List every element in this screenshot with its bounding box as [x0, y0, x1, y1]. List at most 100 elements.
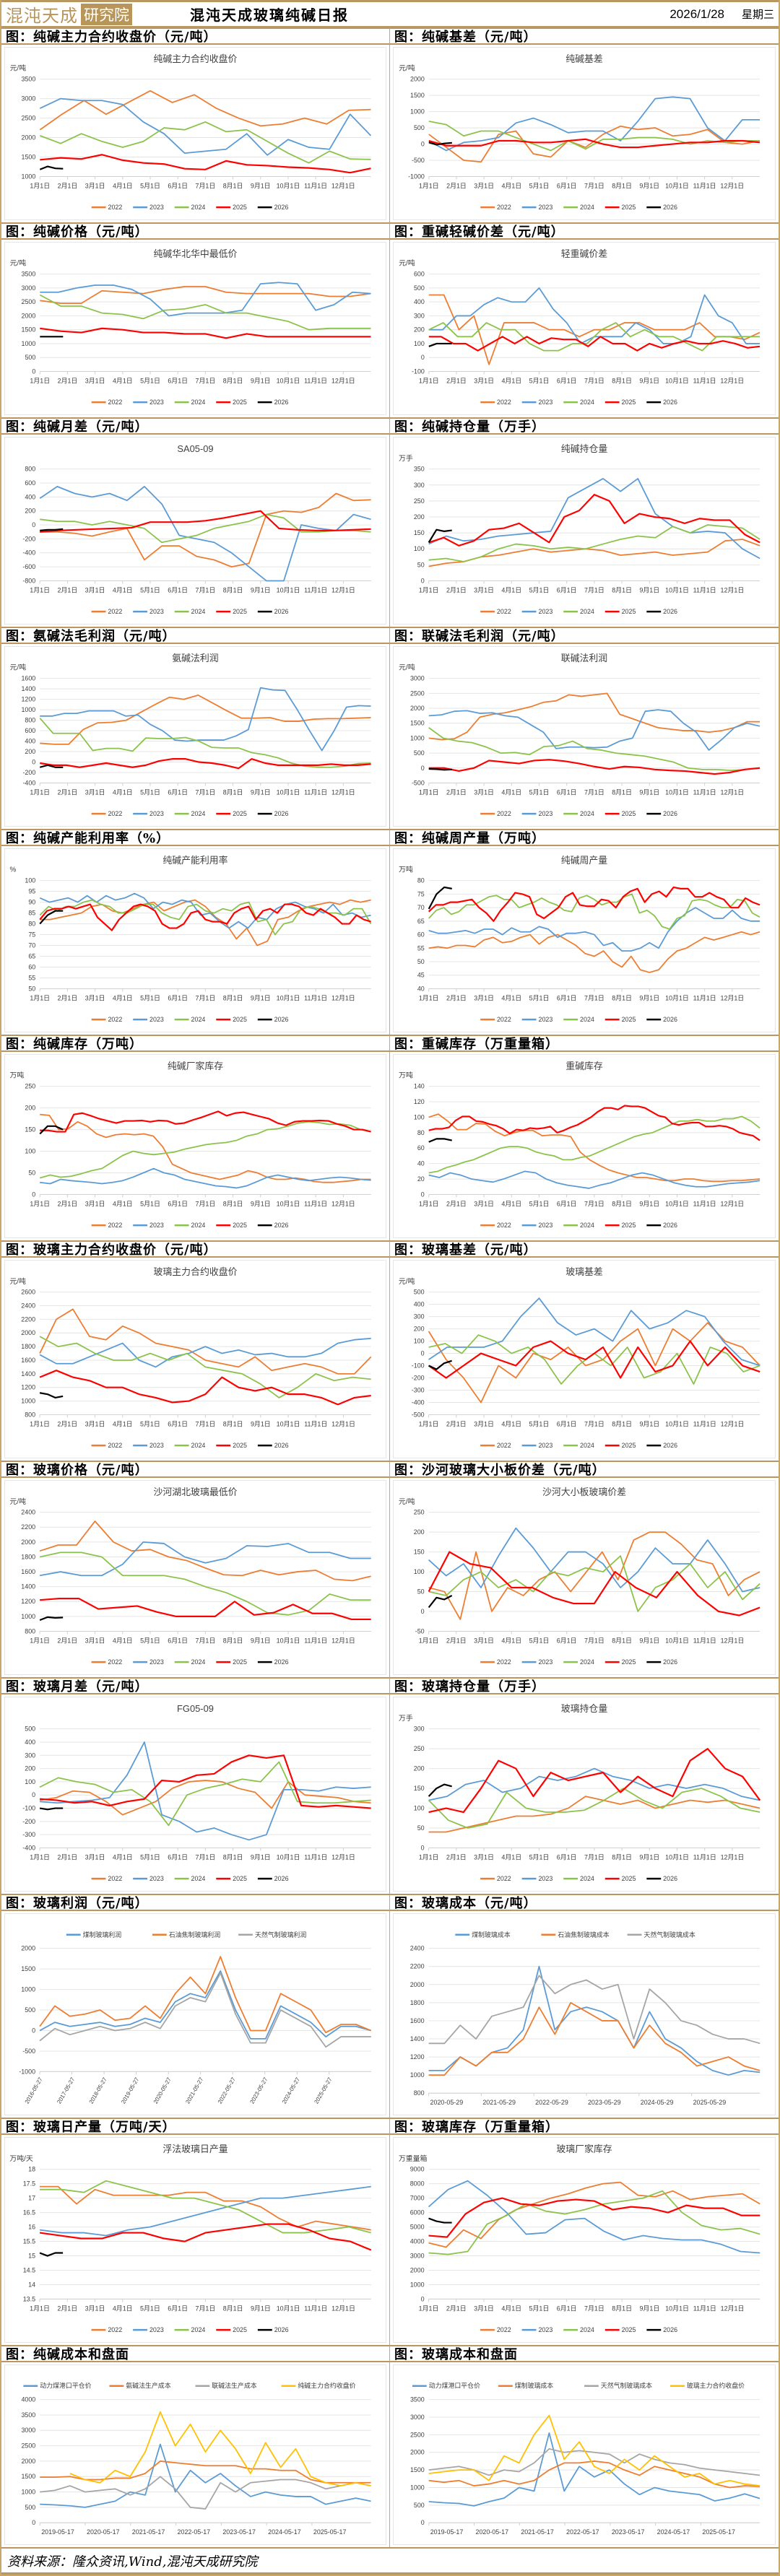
y-axis-unit: 元/吨: [9, 1276, 26, 1286]
legend-label: 2022: [108, 1875, 122, 1882]
chart-panel: 0 500 1000 1500 2000 2500 3000 3500 2019-05-17 20…: [390, 2362, 779, 2547]
y-tick-label: 1000: [410, 2071, 425, 2079]
x-tick-label: 3月1日: [474, 377, 494, 384]
y-tick-label: 80: [417, 877, 425, 884]
x-tick-label: 8月1日: [612, 1200, 632, 1207]
y-tick-label: 200: [25, 1765, 35, 1772]
x-tick-label: 5月1日: [529, 2305, 550, 2312]
x-tick-label: 7月1日: [584, 377, 604, 384]
x-tick-label: 7月1日: [196, 1637, 216, 1644]
legend-label: 2022: [108, 1442, 122, 1449]
x-tick-label: 2023-05-17: [612, 2528, 645, 2536]
x-tick-label: 2022-05-27: [217, 2076, 237, 2105]
x-tick-label: 10月1日: [665, 788, 689, 796]
y-tick-label: 120: [414, 1098, 425, 1105]
chart-panel: 玻璃主力合约收盘价 元/吨 800 1000 1200 1400 1600 1800 2000 2…: [1, 1258, 390, 1461]
legend-item: 天然气制玻璃成本: [627, 1931, 696, 1938]
y-tick-label: 400: [414, 1301, 425, 1308]
series-line-2026: [39, 1616, 64, 1621]
x-tick-label: 6月1日: [168, 182, 188, 189]
legend-item: 2026: [257, 810, 288, 817]
x-tick-label: 9月1日: [639, 377, 659, 384]
x-tick-label: 7月1日: [584, 1200, 604, 1207]
x-tick-label: 1月1日: [30, 788, 50, 796]
y-tick-label: 2500: [22, 115, 36, 122]
y-tick-label: 0: [421, 1844, 425, 1851]
x-tick-label: 1月1日: [30, 1853, 50, 1861]
legend-item: 2024: [563, 1016, 594, 1023]
y-tick-label: 75: [417, 890, 425, 897]
legend-label: 天然气制玻璃成本: [601, 2382, 652, 2390]
y-axis-unit: %: [10, 866, 17, 874]
x-tick-label: 9月1日: [639, 994, 659, 1001]
series-line-2025: [428, 1105, 760, 1141]
x-tick-label: 12月1日: [332, 1420, 355, 1427]
y-tick-label: 0: [421, 354, 425, 361]
legend-label: 2023: [539, 810, 553, 817]
legend-item: 2026: [646, 1222, 677, 1229]
legend-item: 天然气制玻璃利润: [238, 1931, 306, 1938]
legend-label: 2025: [622, 1016, 636, 1023]
y-tick-label: -200: [22, 535, 35, 542]
series-line-2024: [39, 899, 372, 936]
x-tick-label: 2022-05-17: [178, 2528, 211, 2536]
legend-item: 2023: [133, 2326, 164, 2333]
x-tick-label: 2月1日: [58, 1200, 78, 1207]
y-tick-label: -500: [22, 2048, 35, 2055]
legend-label: 2026: [274, 204, 289, 211]
x-tick-label: 6月1日: [557, 1200, 577, 1207]
x-tick-label: 10月1日: [665, 1420, 689, 1427]
section-title-row: 图：纯碱成本和盘面 图：玻璃成本和盘面: [1, 2345, 779, 2362]
x-tick-label: 10月1日: [665, 377, 689, 384]
chart-row: 纯碱厂家库存 万吨 0 50 100 150 200 250 1月1日 2月1日 3月1日 4月1日 5…: [1, 1052, 779, 1240]
x-tick-label: 4月1日: [501, 788, 521, 796]
series-line-2024: [40, 513, 371, 544]
x-tick-label: 4月1日: [113, 377, 133, 384]
y-tick-label: 600: [25, 727, 35, 734]
legend-item: 2022: [480, 1442, 511, 1449]
legend-label: 2024: [191, 1442, 206, 1449]
legend-label: 2023: [539, 1222, 553, 1229]
legend-item: 煤制玻璃成本: [498, 2382, 553, 2390]
legend-item: 2025: [216, 810, 247, 817]
y-tick-label: 2000: [22, 134, 36, 142]
logo: 混沌天成 研究院: [6, 3, 132, 26]
x-tick-label: 11月1日: [304, 2305, 327, 2312]
y-tick-label: 18: [28, 2166, 35, 2173]
series-line-2022: [40, 286, 371, 304]
section-title: 图：玻璃成本和盘面: [390, 2345, 779, 2362]
y-tick-label: 1500: [22, 326, 36, 334]
y-tick-label: 3000: [410, 2414, 425, 2421]
legend-item: 2025: [604, 810, 636, 817]
y-tick-label: 1600: [21, 1357, 35, 1364]
series-line-2025: [40, 758, 371, 770]
series-line-2023: [428, 1767, 760, 1801]
y-tick-label: 2000: [21, 1329, 35, 1336]
series-line-玻璃主力合约收盘价: [428, 2414, 760, 2486]
series-line-2025: [428, 886, 760, 922]
legend-label: 2026: [663, 608, 677, 615]
legend-label: 2026: [663, 204, 677, 211]
y-tick-label: 500: [25, 2006, 35, 2014]
y-tick-label: 0: [32, 367, 35, 375]
legend-label: 2024: [191, 2326, 206, 2333]
x-tick-label: 4月1日: [113, 1853, 133, 1861]
legend-item: 2026: [257, 608, 289, 615]
x-tick-label: 11月1日: [693, 994, 716, 1001]
legend-label: 石油焦制玻璃利润: [169, 1931, 220, 1938]
series-line-2024: [39, 121, 371, 164]
x-tick-label: 11月1日: [693, 586, 716, 593]
x-tick-label: 6月1日: [557, 994, 577, 1001]
y-tick-label: 300: [414, 482, 425, 489]
legend-item: 2023: [521, 608, 552, 615]
y-tick-label: 1000: [21, 1398, 35, 1405]
legend-label: 石油焦制玻璃成本: [558, 1931, 609, 1938]
x-tick-label: 11月1日: [304, 1853, 327, 1861]
y-tick-label: 300: [25, 1752, 35, 1759]
series-line-2024: [428, 322, 760, 352]
chart-panel: 重碱库存 万吨 0 20 40 60 80 100 120 140 1月1日 2月1日 3月1日 4月1日…: [390, 1052, 779, 1240]
legend-label: 2024: [191, 1875, 206, 1882]
x-tick-label: 3月1日: [85, 182, 105, 189]
y-axis-unit: 元/吨: [10, 64, 27, 73]
